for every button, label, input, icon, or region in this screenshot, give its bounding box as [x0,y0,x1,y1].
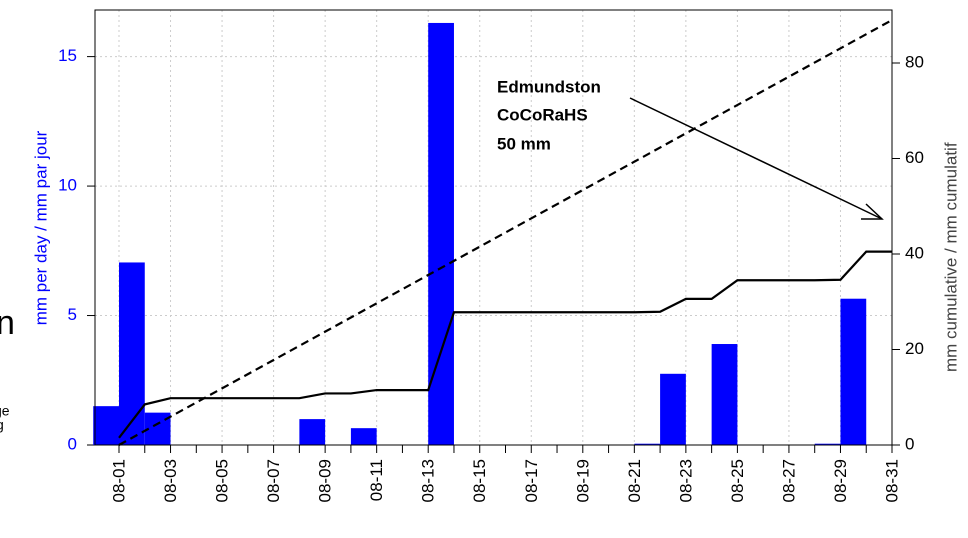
x-tick-label: 08-03 [161,459,180,502]
cropped-text: g [0,417,4,433]
arrow [629,97,883,220]
y2-tick-label: 40 [905,243,924,262]
x-tick-label: 08-01 [109,459,128,502]
bar [93,406,119,445]
x-tick-label: 08-05 [213,459,232,502]
bar [711,344,738,445]
x-tick-label: 08-13 [419,459,438,502]
y2-tick-label: 20 [905,339,924,358]
y-tick-label: 5 [68,305,77,324]
y2-tick-label: 60 [905,148,924,167]
x-tick-label: 08-07 [264,459,283,502]
y-axis-label: mm per day / mm par jour [31,130,50,325]
y2-tick-label: 80 [905,52,924,71]
x-tick-label: 08-17 [522,459,541,502]
x-tick-label: 08-19 [573,459,592,502]
cropped-text: ge [0,403,10,419]
bar [634,443,661,445]
plot-frame [94,9,893,446]
y2-tick-label: 0 [905,434,914,453]
bar [840,298,867,445]
annotation: CoCoRaHS [497,105,588,124]
cropped-text: n [0,304,15,342]
y2-axis-label: mm cumulative / mm cumulatif [941,142,960,372]
line [118,250,892,439]
x-tick-label: 08-21 [625,459,644,502]
bar [119,262,145,445]
bar [660,373,686,445]
arrow-head [861,203,884,220]
y-tick-label: 15 [58,46,77,65]
annotation: 50 mm [497,134,551,153]
x-tick-label: 08-15 [470,459,489,502]
x-tick-label: 08-11 [367,459,386,501]
bar [299,419,326,445]
x-tick-label: 08-31 [882,459,901,502]
x-tick-label: 08-27 [779,459,798,502]
x-tick-label: 08-23 [676,459,695,502]
x-tick-label: 08-09 [316,459,335,502]
x-tick-label: 08-29 [831,459,850,502]
annotation: Edmundston [497,77,601,96]
dashed-line [118,19,893,446]
bar [350,428,377,445]
bar [814,443,841,445]
y-tick-label: 10 [58,176,77,195]
y-tick-label: 0 [68,434,77,453]
x-tick-label: 08-25 [728,459,747,502]
